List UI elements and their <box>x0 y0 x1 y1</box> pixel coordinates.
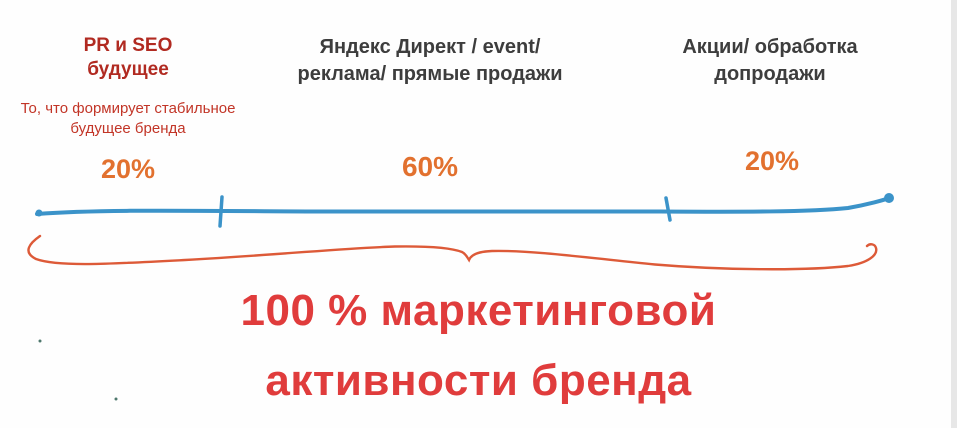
segment-2-title: Яндекс Директ / event/ реклама/ прямые п… <box>297 36 563 85</box>
total-title-line-1: 100 % маркетинговой <box>240 286 717 335</box>
timeline-end-dot <box>884 193 894 203</box>
segment-1-percent: 20% <box>100 154 156 184</box>
brace-curve <box>27 234 878 271</box>
total-title-line-2: активности бренда <box>265 356 692 405</box>
segment-3-percent: 20% <box>744 146 800 176</box>
segment-1-subtitle: То, что формирует стабильное будущее бре… <box>20 100 236 137</box>
timeline-line <box>35 196 891 216</box>
segment-1-title: PR и SEO будущее <box>83 35 173 80</box>
segment-3-title: Акции/ обработка допродажи <box>682 36 858 85</box>
timeline-tick-1 <box>218 195 224 228</box>
slide-right-edge <box>951 0 957 428</box>
segment-2-percent: 60% <box>401 151 459 182</box>
timeline-tick-2 <box>664 196 672 222</box>
timeline-start-dot <box>35 209 43 217</box>
speck-dot-2 <box>114 397 118 401</box>
speck-dot-1 <box>38 339 42 343</box>
